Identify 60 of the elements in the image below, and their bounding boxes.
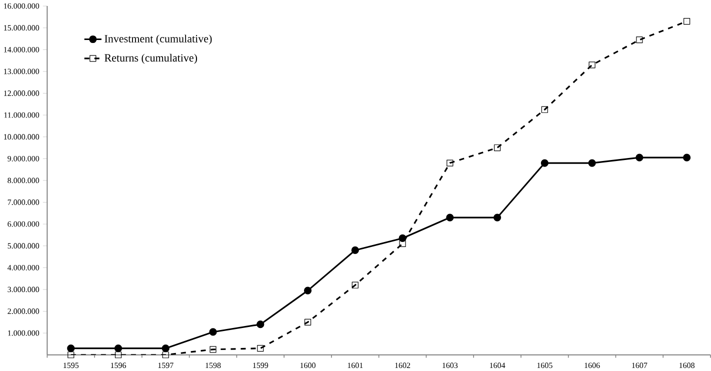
point (114, 344, 122, 352)
x-tick-label: 1602 (395, 362, 410, 368)
x-tick-label: 1596 (110, 362, 126, 368)
x-tick-label: 1598 (206, 362, 221, 368)
point (68, 351, 74, 358)
y-tick-label: 4.000.000 (8, 264, 40, 270)
point (351, 246, 359, 254)
y-tick-label: 1.000.000 (8, 330, 40, 336)
point (494, 144, 501, 151)
point (304, 318, 312, 326)
y-tick-label: 13.000.000 (4, 68, 40, 74)
point (446, 160, 454, 166)
point (588, 159, 596, 167)
x-tick-label: 1600 (300, 362, 316, 368)
x-tick-label: 1606 (584, 362, 600, 368)
y-tick-label: 11.000.000 (4, 112, 40, 118)
y-tick-label: 3.000.000 (8, 286, 40, 292)
point (257, 344, 264, 352)
x-tick-label: 1605 (537, 362, 552, 368)
point (209, 328, 217, 336)
point (588, 61, 596, 68)
y-tick-label: 6.000.000 (8, 221, 40, 227)
point (210, 346, 216, 353)
point (114, 351, 122, 358)
point (541, 106, 548, 113)
y-tick-label: 14.000.000 (4, 46, 40, 52)
point (683, 154, 691, 162)
point (540, 159, 548, 167)
point (636, 154, 644, 162)
legend-label: Investment (cumulative) (104, 34, 212, 44)
point (352, 282, 358, 288)
point (162, 351, 169, 358)
y-tick-label: 8.000.000 (8, 178, 40, 183)
y-tick-label: 5.000.000 (8, 242, 40, 248)
y-tick-label: 10.000.000 (4, 134, 40, 140)
y-tick-label: 15.000.000 (4, 24, 40, 30)
x-tick-label: 1597 (158, 362, 174, 368)
x-tick-label: 1603 (442, 362, 458, 368)
x-tick-label: 1599 (253, 362, 268, 368)
y-tick-label: 2.000.000 (8, 308, 40, 314)
point (399, 240, 406, 247)
legend-label: Returns (cumulative) (104, 54, 198, 64)
y-tick-label: 12.000.000 (4, 90, 40, 96)
x-tick-label: 1608 (680, 362, 695, 368)
x-tick-label: 1607 (632, 362, 648, 368)
point (162, 344, 170, 352)
x-tick-label: 1601 (348, 362, 363, 368)
point (684, 18, 690, 24)
x-tick-label: 1604 (490, 362, 506, 368)
y-tick-label: 16.000.000 (4, 3, 40, 9)
x-tick-label: 1595 (64, 362, 79, 368)
y-tick-label: 9.000.000 (8, 156, 40, 162)
point (67, 344, 75, 352)
point (304, 286, 312, 294)
y-tick-label: 7.000.000 (8, 199, 40, 205)
point (636, 36, 643, 43)
point (256, 320, 264, 328)
point (398, 234, 406, 242)
point (446, 214, 454, 222)
point (493, 214, 502, 222)
